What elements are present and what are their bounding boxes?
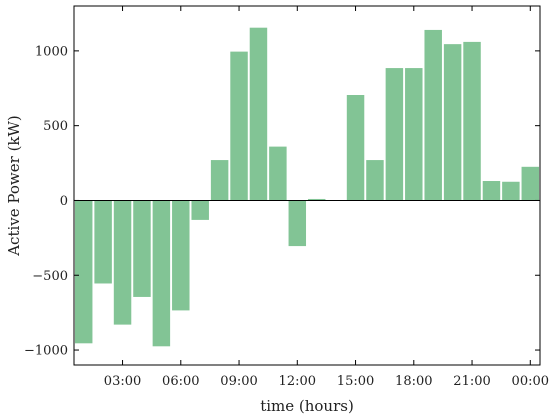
bar-hour-17 [385, 68, 404, 201]
x-tick-label: 06:00 [162, 374, 199, 389]
ticks-group: −1000 −500 0 500 1000 03:00 06:00 09:00 12:00 15:… [24, 6, 549, 389]
bar-hour-7 [191, 200, 209, 220]
bar-hour-15 [346, 95, 365, 201]
x-tick-label: 00:00 [512, 374, 549, 389]
bar-hour-24 [521, 166, 540, 201]
bar-hour-4 [133, 200, 151, 297]
y-tick-label: 0 [60, 194, 68, 209]
y-tick-label: −500 [32, 269, 68, 284]
plot-frame [73, 5, 541, 366]
bar-hour-10 [249, 27, 268, 201]
bar-hour-18 [405, 68, 423, 201]
bar-hour-22 [482, 181, 501, 201]
bar-hour-6 [172, 200, 190, 311]
x-tick-label: 03:00 [104, 374, 141, 389]
y-tick-label: 500 [43, 119, 68, 134]
bar-hour-21 [463, 41, 481, 201]
bar-hour-16 [366, 160, 384, 201]
bar-hour-8 [210, 160, 229, 201]
y-tick-label: 1000 [35, 44, 68, 59]
bar-hour-19 [424, 29, 442, 201]
bar-hour-1 [74, 200, 93, 344]
bar-hour-9 [230, 51, 248, 201]
bar-hour-20 [443, 44, 462, 201]
bar-hour-13 [307, 198, 326, 201]
bar-hour-5 [152, 200, 171, 347]
x-tick-label: 18:00 [395, 374, 432, 389]
x-tick-label: 09:00 [220, 374, 257, 389]
x-tick-label: 12:00 [279, 374, 316, 389]
x-tick-label: 21:00 [453, 374, 490, 389]
bar-hour-23 [502, 181, 520, 201]
bar-hour-2 [94, 200, 112, 284]
y-axis-label: Active Power (kW) [5, 115, 23, 257]
bar-hour-11 [269, 146, 287, 201]
x-tick-label: 15:00 [337, 374, 374, 389]
bars-group [74, 27, 540, 347]
x-axis-label: time (hours) [260, 397, 354, 415]
y-tick-label: −1000 [24, 344, 68, 359]
bar-hour-3 [113, 200, 132, 325]
bar-hour-12 [288, 200, 307, 247]
